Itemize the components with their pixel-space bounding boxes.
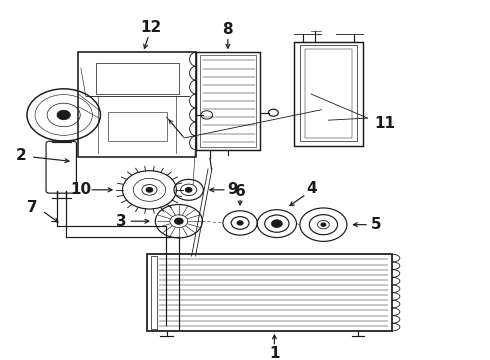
Circle shape [237, 221, 243, 225]
Bar [200, 55, 256, 147]
Text: 9: 9 [227, 183, 238, 197]
Bar [305, 49, 352, 138]
Bar [78, 52, 196, 157]
Circle shape [174, 218, 183, 224]
Text: 10: 10 [70, 183, 92, 197]
Text: 5: 5 [371, 217, 382, 232]
Bar [300, 45, 357, 141]
Text: 8: 8 [222, 22, 233, 37]
Circle shape [321, 223, 326, 226]
Circle shape [271, 220, 282, 228]
Bar [147, 254, 392, 331]
Bar [96, 63, 179, 94]
Bar [108, 112, 167, 141]
Text: 4: 4 [306, 181, 317, 196]
Text: 1: 1 [269, 346, 280, 360]
Text: 7: 7 [27, 199, 38, 215]
Circle shape [57, 110, 71, 120]
Bar [151, 256, 157, 329]
Text: 6: 6 [235, 184, 245, 199]
Text: 3: 3 [116, 214, 126, 229]
Text: 12: 12 [141, 21, 162, 35]
Bar [196, 52, 260, 150]
Circle shape [146, 188, 153, 192]
Bar [294, 42, 363, 146]
Text: 2: 2 [16, 148, 26, 163]
Circle shape [185, 188, 192, 192]
Text: 11: 11 [374, 116, 395, 131]
